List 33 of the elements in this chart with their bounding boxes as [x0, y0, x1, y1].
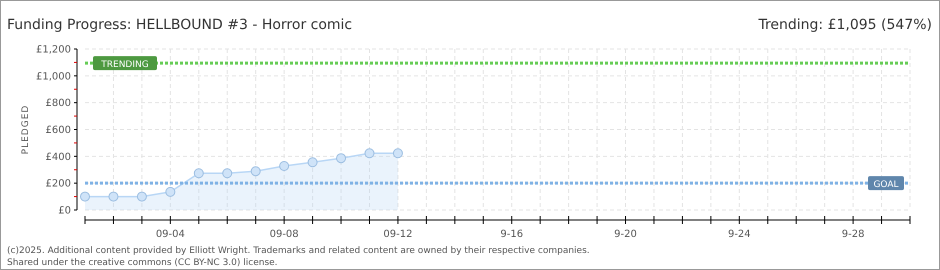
x-tick-label: 9-24 [728, 229, 751, 240]
x-tick-label: 9-28 [842, 229, 864, 240]
point [364, 148, 374, 158]
point [108, 192, 118, 202]
y-axis-title: PLEDGED [21, 104, 31, 154]
point [222, 168, 232, 178]
point [392, 148, 403, 158]
y-tick-label: £1,000 [36, 71, 71, 82]
point [165, 186, 176, 197]
point [80, 192, 90, 202]
text: Shared under the creative commons (CC BY-NC 3.0) license. [7, 258, 278, 268]
ref-line-label: TRENDING [100, 60, 149, 70]
point [308, 157, 318, 168]
point [250, 166, 261, 176]
chart-title: Funding Progress: HELLBOUND #3 - Horror comic [7, 17, 352, 33]
x-tick-label: 09-04 [156, 229, 185, 240]
point [136, 192, 147, 202]
y-tick-label: £400 [46, 152, 71, 163]
y-tick-label: £800 [46, 98, 71, 110]
point [279, 160, 290, 171]
ref-line-label: GOAL [873, 180, 899, 190]
point [194, 168, 204, 178]
x-tick-label: 9-16 [500, 229, 524, 240]
y-tick-label: £200 [46, 178, 71, 190]
text: (c)2025. Additional content provided by Elliott Wright. Trademarks and related content are owned by their respective companies. [7, 246, 590, 256]
point [336, 153, 346, 164]
x-tick-label: 9-20 [614, 229, 637, 240]
y-tick-label: £0 [58, 206, 71, 216]
chart-subtitle: Trending: £1,095 (547%) [757, 17, 932, 33]
x-tick-label: 09-08 [270, 229, 299, 240]
y-tick-label: £600 [46, 125, 71, 136]
x-tick-label: 09-12 [383, 229, 412, 240]
y-tick-label: £1,200 [36, 44, 71, 56]
